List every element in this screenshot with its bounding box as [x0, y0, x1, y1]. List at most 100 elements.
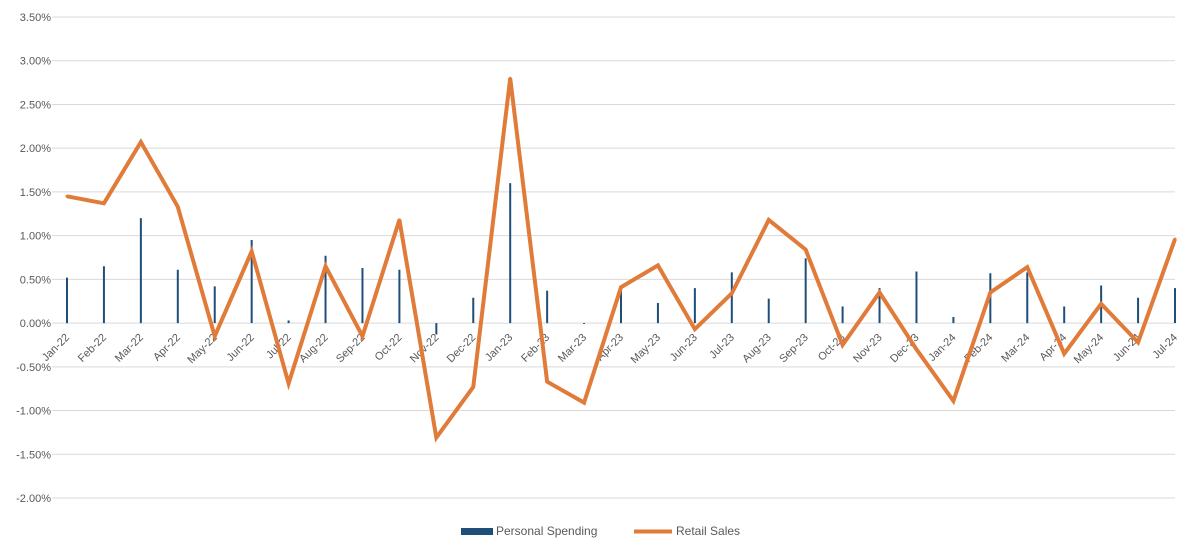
retail-sales-point	[397, 218, 401, 222]
bar-personal-spending	[804, 258, 807, 324]
bar-personal-spending	[878, 288, 881, 324]
retail-sales-point	[1062, 352, 1066, 356]
x-tick-label: Sep-23	[777, 332, 811, 366]
bar-personal-spending	[1174, 288, 1176, 324]
bar-personal-spending	[841, 306, 844, 324]
bar-personal-spending	[1026, 272, 1029, 324]
x-tick-label: Aug-23	[740, 332, 774, 366]
bar-personal-spending	[767, 298, 770, 324]
retail-sales-point	[360, 334, 364, 338]
y-tick-label: -0.50%	[16, 362, 51, 374]
bar-personal-spending	[435, 323, 438, 335]
y-tick-label: 3.00%	[20, 56, 51, 68]
legend-label-retail-sales: Retail Sales	[676, 524, 740, 538]
bar-personal-spending	[213, 286, 216, 324]
legend-label-personal-spending: Personal Spending	[496, 524, 597, 538]
bar-personal-spending	[287, 320, 290, 324]
bar-personal-spending	[730, 272, 733, 324]
retail-sales-points	[65, 76, 1177, 440]
bar-personal-spending	[1063, 306, 1066, 324]
retail-sales-point	[434, 436, 438, 440]
retail-sales-point	[878, 290, 882, 294]
retail-sales-point	[176, 205, 180, 209]
retail-sales-point	[250, 249, 254, 253]
x-tick-label: Feb-22	[76, 332, 109, 365]
retail-sales-point	[914, 347, 918, 351]
x-tick-label: Jun-23	[668, 332, 700, 364]
bar-personal-spending	[472, 297, 475, 324]
bar-personal-spending	[250, 240, 253, 324]
retail-sales-point	[804, 248, 808, 252]
y-tick-label: 1.50%	[20, 187, 51, 199]
y-tick-label: 2.50%	[20, 99, 51, 111]
x-tick-label: Jan-24	[926, 332, 958, 364]
retail-sales-point	[139, 140, 143, 144]
x-tick-label: Jun-22	[225, 332, 257, 364]
x-tick-label: Jul-23	[707, 332, 737, 362]
bar-personal-spending	[546, 290, 549, 324]
bar-personal-spending	[693, 288, 696, 324]
y-tick-label: 0.50%	[20, 274, 51, 286]
retail-sales-point	[1136, 340, 1140, 344]
x-tick-label: Oct-22	[373, 332, 405, 364]
retail-sales-point	[619, 285, 623, 289]
y-tick-label: -1.50%	[16, 449, 51, 461]
y-tick-label: -1.00%	[16, 406, 51, 418]
y-tick-label: -2.00%	[16, 493, 51, 505]
x-tick-label: May-23	[629, 332, 663, 366]
bar-personal-spending	[66, 277, 68, 324]
retail-sales-point	[508, 76, 512, 80]
retail-sales-point	[767, 218, 771, 222]
retail-sales-point	[287, 381, 291, 385]
x-tick-label: Dec-22	[445, 332, 479, 366]
retail-sales-point	[471, 385, 475, 389]
x-tick-label: Jan-23	[483, 332, 515, 364]
retail-sales-point	[1099, 302, 1103, 306]
x-axis-labels: Jan-22 Feb-22 Mar-22 Apr-22 May-22 Jun-22 Jul-…	[40, 332, 1180, 366]
x-tick-label: Apr-24	[1037, 332, 1069, 364]
x-tick-label: Mar-24	[999, 332, 1032, 365]
bar-personal-spending	[1137, 297, 1140, 324]
personal-spending-bars	[66, 183, 1176, 335]
legend: Personal Spending Retail Sales	[461, 524, 740, 538]
retail-sales-point	[1173, 237, 1177, 241]
retail-sales-point	[1025, 265, 1029, 269]
retail-sales-point	[545, 380, 549, 384]
bar-personal-spending	[656, 302, 659, 324]
legend-swatch-personal-spending	[461, 528, 493, 535]
x-tick-label: Jul-24	[1150, 332, 1180, 362]
y-tick-label: 2.00%	[20, 143, 51, 155]
bar-personal-spending	[915, 271, 918, 324]
retail-sales-point	[730, 291, 734, 295]
retail-sales-point	[693, 327, 697, 331]
y-tick-label: 0.00%	[20, 318, 51, 330]
x-tick-label: Jan-22	[40, 332, 72, 364]
retail-sales-point	[324, 264, 328, 268]
y-axis-labels: 3.50% 3.00% 2.50% 2.00% 1.50% 1.00% 0.50% 0.00%…	[16, 12, 51, 505]
bar-personal-spending	[324, 255, 327, 324]
y-tick-label: 3.50%	[20, 12, 51, 24]
bar-personal-spending	[139, 218, 142, 324]
bar-personal-spending	[176, 269, 179, 324]
x-tick-label: Apr-22	[151, 332, 183, 364]
bar-personal-spending	[620, 288, 622, 324]
y-tick-label: 1.00%	[20, 231, 51, 243]
retail-sales-point	[841, 343, 845, 347]
bar-personal-spending	[398, 269, 401, 324]
bar-personal-spending	[583, 323, 586, 324]
gridlines	[52, 16, 1175, 499]
x-tick-label: Feb-23	[519, 332, 552, 365]
bar-personal-spending	[361, 267, 364, 324]
retail-sales-point	[656, 263, 660, 267]
retail-sales-point	[213, 334, 217, 338]
x-tick-label: Mar-22	[113, 332, 146, 365]
retail-sales-point	[988, 290, 992, 294]
x-tick-label: Nov-23	[851, 332, 885, 366]
retail-sales-point	[65, 194, 69, 198]
retail-sales-point	[102, 201, 106, 205]
bar-personal-spending	[952, 316, 955, 324]
retail-sales-line	[66, 77, 1177, 443]
bar-personal-spending	[509, 183, 512, 324]
